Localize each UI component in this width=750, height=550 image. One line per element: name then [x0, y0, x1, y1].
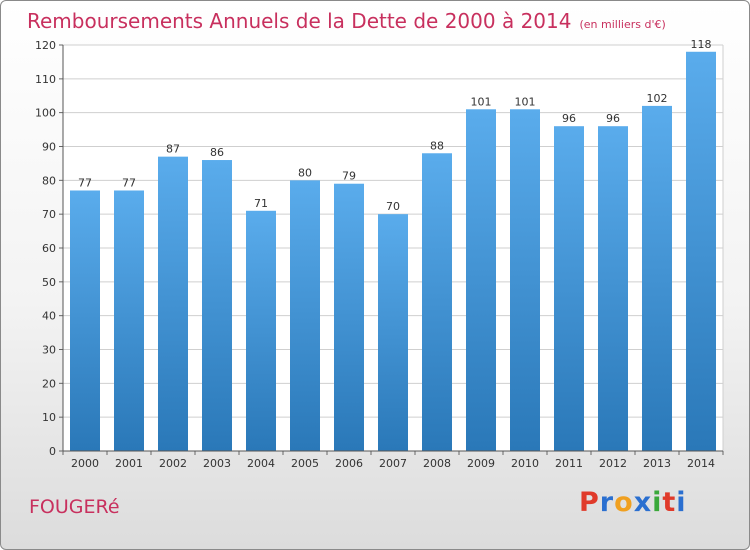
y-tick-label: 30 — [42, 344, 56, 357]
logo-letter: i — [676, 487, 687, 518]
x-tick-label: 2009 — [467, 457, 495, 470]
bar-2013 — [642, 105, 672, 452]
data-label-2010: 101 — [515, 95, 536, 108]
bar-2010 — [510, 109, 540, 452]
x-tick-label: 2008 — [423, 457, 451, 470]
y-tick-label: 90 — [42, 141, 56, 154]
logo-letter: t — [662, 487, 677, 518]
bar-2000 — [70, 190, 100, 451]
x-tick-label: 2007 — [379, 457, 407, 470]
x-tick-label: 2001 — [115, 457, 143, 470]
data-label-2006: 79 — [342, 170, 356, 183]
y-tick-label: 10 — [42, 411, 56, 424]
x-tick-label: 2004 — [247, 457, 275, 470]
data-label-2003: 86 — [210, 146, 224, 159]
y-tick-label: 80 — [42, 174, 56, 187]
data-label-2000: 77 — [78, 176, 92, 189]
bar-2003 — [202, 160, 232, 452]
x-tick-label: 2005 — [291, 457, 319, 470]
x-tick-label: 2014 — [687, 457, 715, 470]
y-tick-label: 20 — [42, 377, 56, 390]
x-tick-label: 2002 — [159, 457, 187, 470]
logo-letter: x — [633, 487, 653, 518]
chart-subtitle: (en milliers d'€) — [579, 18, 666, 31]
bar-2004 — [246, 210, 276, 451]
data-label-2001: 77 — [122, 176, 136, 189]
location-label: FOUGERé — [29, 496, 120, 518]
logo-letter: i — [652, 487, 663, 518]
chart-title-text: Remboursements Annuels de la Dette de 20… — [27, 9, 572, 33]
x-tick-label: 2010 — [511, 457, 539, 470]
data-label-2014: 118 — [691, 38, 712, 51]
bar-2007 — [378, 214, 408, 451]
bar-2002 — [158, 156, 188, 451]
y-tick-label: 0 — [49, 445, 56, 458]
bar-2005 — [290, 180, 320, 452]
data-label-2005: 80 — [298, 166, 312, 179]
x-tick-label: 2011 — [555, 457, 583, 470]
y-tick-label: 120 — [35, 39, 56, 52]
bar-2011 — [554, 126, 584, 451]
bar-2006 — [334, 183, 364, 451]
data-label-2008: 88 — [430, 139, 444, 152]
y-tick-label: 50 — [42, 276, 56, 289]
logo-letter: r — [599, 487, 615, 518]
y-tick-label: 40 — [42, 310, 56, 323]
x-tick-label: 2003 — [203, 457, 231, 470]
y-tick-label: 60 — [42, 242, 56, 255]
bar-2009 — [466, 109, 496, 452]
data-label-2007: 70 — [386, 200, 400, 213]
x-tick-label: 2000 — [71, 457, 99, 470]
bar-2012 — [598, 126, 628, 451]
data-label-2011: 96 — [562, 112, 576, 125]
bar-2008 — [422, 153, 452, 451]
data-label-2013: 102 — [647, 92, 668, 105]
chart-title: Remboursements Annuels de la Dette de 20… — [27, 9, 666, 33]
logo-letter: P — [579, 487, 600, 518]
y-tick-label: 70 — [42, 208, 56, 221]
x-tick-label: 2006 — [335, 457, 363, 470]
y-tick-label: 110 — [35, 73, 56, 86]
data-label-2002: 87 — [166, 143, 180, 156]
x-tick-label: 2012 — [599, 457, 627, 470]
x-tick-label: 2013 — [643, 457, 671, 470]
bar-2014 — [686, 51, 716, 452]
data-label-2009: 101 — [471, 95, 492, 108]
y-tick-label: 100 — [35, 107, 56, 120]
bar-2001 — [114, 190, 144, 451]
logo-letter: o — [614, 487, 634, 518]
proxiti-logo: Proxiti — [579, 487, 687, 518]
data-label-2004: 71 — [254, 197, 268, 210]
data-label-2012: 96 — [606, 112, 620, 125]
